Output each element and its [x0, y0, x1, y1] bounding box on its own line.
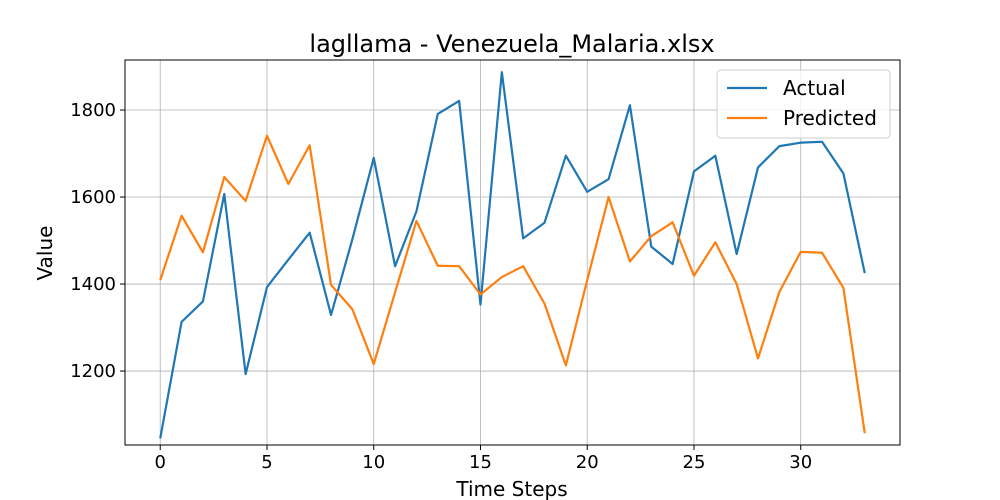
legend-label: Predicted — [783, 106, 877, 130]
x-tick-label: 20 — [576, 452, 599, 473]
x-tick-label: 0 — [155, 452, 166, 473]
y-axis: 1200 1400 1600 1800 — [70, 100, 125, 382]
x-tick-label: 30 — [789, 452, 812, 473]
legend-label: Actual — [783, 76, 846, 100]
series-line-predicted — [159, 134, 866, 434]
x-tick-label: 25 — [683, 452, 706, 473]
chart-title: lagllama - Venezuela_Malaria.xlsx — [309, 30, 714, 58]
x-tick-label: 5 — [261, 452, 272, 473]
series-line-actual — [159, 71, 866, 439]
y-tick-label: 1200 — [70, 361, 116, 382]
y-tick-label: 1600 — [70, 187, 116, 208]
series-layer — [159, 71, 866, 439]
plot-frame — [124, 59, 901, 446]
y-tick-label: 1400 — [70, 274, 116, 295]
x-tick-label: 15 — [469, 452, 492, 473]
y-tick-label: 1800 — [70, 100, 116, 121]
y-axis-label: Value — [33, 226, 57, 281]
x-tick-label: 10 — [362, 452, 385, 473]
legend: Actual Predicted — [716, 69, 891, 139]
x-axis: 0 5 10 15 20 25 30 — [155, 445, 812, 473]
x-axis-label: Time Steps — [455, 477, 567, 500]
